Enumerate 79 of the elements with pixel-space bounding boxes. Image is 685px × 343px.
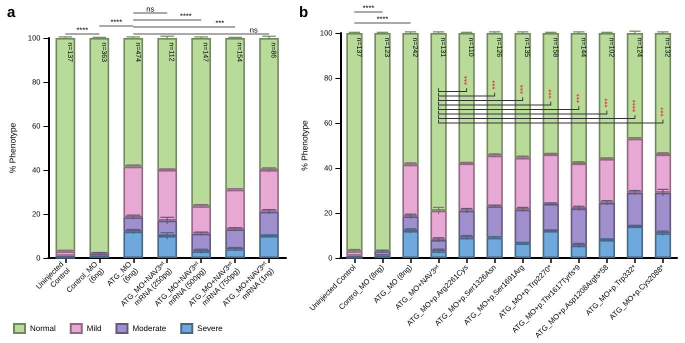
annotation: *** xyxy=(462,76,472,86)
legend-label: Severe xyxy=(197,324,224,333)
bar xyxy=(123,232,144,258)
bar xyxy=(157,38,178,170)
bar xyxy=(654,192,672,234)
bar xyxy=(514,158,531,210)
bar xyxy=(430,251,447,258)
bar xyxy=(430,33,447,211)
bar xyxy=(598,33,616,159)
bar xyxy=(458,164,475,211)
bar xyxy=(225,249,245,258)
bar xyxy=(598,159,616,203)
bar xyxy=(570,164,587,208)
annotation: *** xyxy=(574,94,584,104)
bar xyxy=(626,226,644,258)
bar xyxy=(191,38,211,206)
annotation: *** xyxy=(518,84,528,94)
bar xyxy=(157,236,178,258)
bar xyxy=(123,38,144,167)
bar xyxy=(225,190,245,230)
bar xyxy=(123,166,144,218)
bar xyxy=(626,192,644,226)
bar xyxy=(191,251,211,258)
bar xyxy=(514,210,531,244)
bar xyxy=(346,251,363,256)
bar xyxy=(259,38,279,170)
annotation: *** xyxy=(602,98,612,108)
bar xyxy=(570,208,587,246)
chart-title: b xyxy=(299,4,308,21)
legend-label: Mild xyxy=(86,324,102,333)
bar xyxy=(191,206,211,234)
bar xyxy=(570,33,587,164)
bar xyxy=(654,154,672,193)
bar xyxy=(191,234,211,252)
bar xyxy=(626,33,644,139)
bar xyxy=(259,212,279,236)
bar xyxy=(458,33,475,164)
bar xyxy=(225,38,245,190)
bar xyxy=(654,233,672,258)
bar xyxy=(402,164,419,216)
bar xyxy=(542,231,559,258)
bar xyxy=(259,236,279,258)
bar xyxy=(430,210,447,240)
bar xyxy=(598,240,616,258)
bar xyxy=(89,38,110,254)
annotation: *** xyxy=(546,89,556,99)
bar xyxy=(346,33,363,252)
bar xyxy=(430,240,447,252)
bar xyxy=(123,217,144,232)
bar xyxy=(542,154,559,204)
bar xyxy=(157,170,178,221)
y-axis-title: % Phenotype xyxy=(300,120,310,171)
bar xyxy=(514,243,531,258)
legend-label: Normal xyxy=(30,324,56,333)
bar xyxy=(458,210,475,238)
bar xyxy=(542,33,559,154)
bar xyxy=(486,156,503,206)
bar xyxy=(374,251,391,256)
bar xyxy=(570,246,587,258)
bar xyxy=(402,231,419,258)
annotation: *** xyxy=(658,107,668,117)
annotation: **** xyxy=(630,100,640,112)
bar xyxy=(598,202,616,240)
bar xyxy=(514,33,531,158)
bar xyxy=(402,33,419,165)
bar xyxy=(654,33,672,154)
legend-label: Moderate xyxy=(132,324,167,333)
bar xyxy=(259,170,279,212)
bar xyxy=(56,38,76,252)
chart-title: a xyxy=(7,4,16,21)
bar xyxy=(542,204,559,231)
bar xyxy=(225,229,245,250)
bar xyxy=(626,138,644,193)
bar xyxy=(458,238,475,258)
y-axis-title: % Phenotype xyxy=(8,122,18,174)
annotation: *** xyxy=(490,80,500,90)
bar xyxy=(486,206,503,238)
bar xyxy=(486,238,503,258)
bar xyxy=(374,33,391,252)
